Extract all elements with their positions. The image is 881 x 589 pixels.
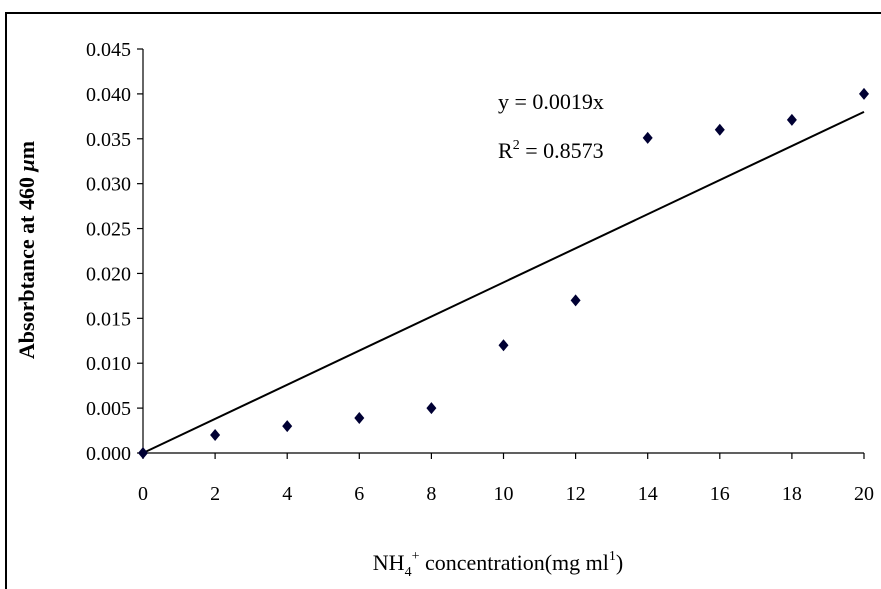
x-tick-label: 8	[426, 483, 436, 505]
data-point	[642, 131, 653, 144]
x-title-rest: concentration(mg ml	[419, 550, 608, 575]
x-tick-label: 6	[354, 483, 364, 505]
x-title-sub: 4	[405, 565, 412, 580]
r-squared-label: R2 = 0.8573	[498, 138, 604, 163]
data-point	[859, 87, 869, 100]
y-tick-label: 0.010	[86, 353, 131, 375]
y-tick-label: 0.035	[86, 129, 131, 151]
y-tick-label: 0.045	[86, 39, 131, 61]
x-title-base: NH	[373, 550, 405, 575]
r2-value: = 0.8573	[520, 138, 604, 163]
r2-superscript: 2	[513, 138, 520, 153]
data-point	[354, 411, 365, 424]
y-tick-label: 0.000	[86, 443, 131, 465]
y-title-text: Absorbtance at 460	[14, 171, 39, 359]
x-tick-label: 2	[210, 483, 220, 505]
x-tick-label: 16	[710, 483, 730, 505]
data-point	[138, 447, 148, 459]
y-tick-label: 0.005	[86, 398, 131, 420]
x-title-rest-sup: 1	[609, 549, 616, 564]
r2-base: R	[498, 138, 513, 163]
y-tick-label: 0.030	[86, 174, 131, 196]
x-tick-label: 4	[282, 483, 292, 505]
y-tick-label: 0.015	[86, 308, 131, 330]
data-point	[498, 339, 509, 352]
y-tick-label: 0.040	[86, 84, 131, 106]
x-tick-label: 18	[782, 483, 802, 505]
y-title-mu: μ	[14, 159, 39, 172]
data-point	[786, 113, 797, 126]
x-tick-label: 20	[854, 483, 874, 505]
equation-label: y = 0.0019x	[498, 89, 604, 114]
y-axis-ticks: 0.000 0.005 0.010 0.015 0.020 0.025 0.030 0.035…	[86, 39, 143, 465]
y-title-unit: m	[14, 141, 39, 159]
x-title-end: )	[616, 550, 623, 575]
data-points	[138, 87, 869, 459]
chart-frame	[5, 12, 881, 589]
trendline	[142, 110, 865, 454]
x-tick-label: 12	[566, 483, 586, 505]
data-point	[714, 123, 725, 136]
x-title-sup: +	[412, 549, 420, 564]
y-axis-title: Absorbtance at 460 μm	[14, 141, 39, 359]
x-axis-title: NH4+ concentration(mg ml1)	[373, 549, 623, 580]
y-tick-label: 0.025	[86, 219, 131, 241]
data-point	[426, 402, 437, 415]
y-tick-label: 0.020	[86, 263, 131, 285]
x-axis-ticks: 0 2 4 6 8 10 12 14 16 18 20	[138, 453, 874, 505]
x-tick-label: 10	[494, 483, 514, 505]
data-point	[282, 420, 293, 433]
x-tick-label: 14	[638, 483, 658, 505]
data-point	[570, 294, 581, 307]
x-tick-label: 0	[138, 483, 148, 505]
data-point	[210, 429, 221, 442]
